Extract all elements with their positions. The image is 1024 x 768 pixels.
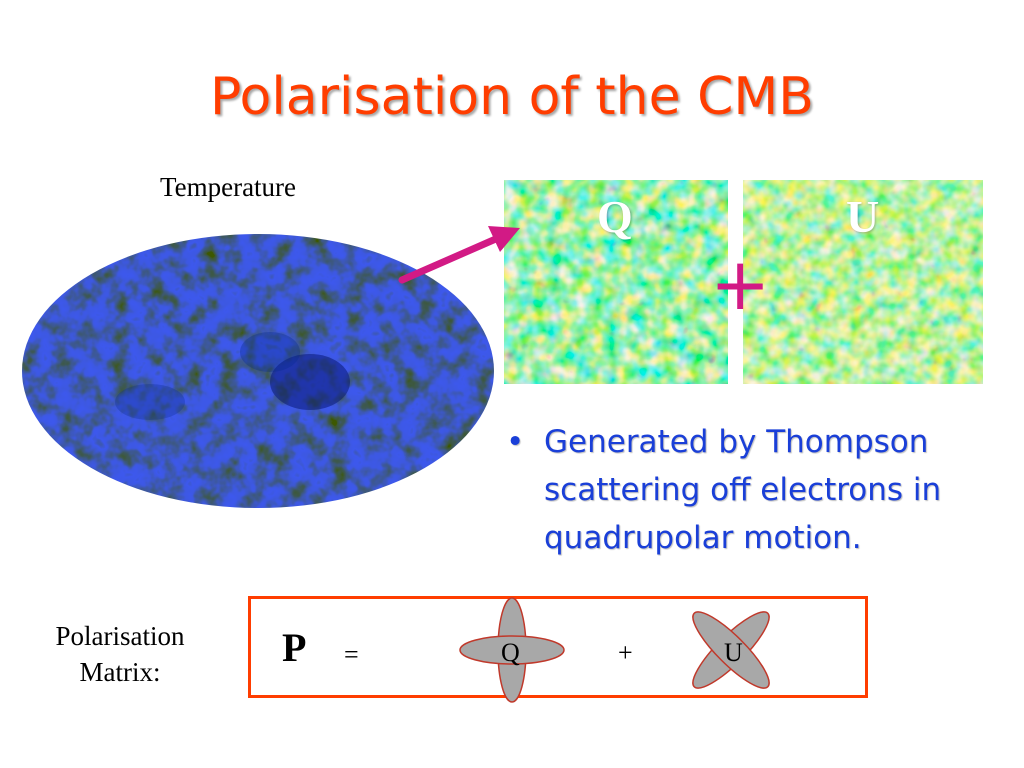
polarisation-matrix-label: Polarisation Matrix: [20, 618, 220, 690]
matrix-plus: + [618, 638, 633, 667]
matrix-equals: = [344, 640, 359, 669]
matrix-label-line1: Polarisation [55, 621, 185, 651]
matrix-q-label: Q [501, 638, 520, 667]
u-patch-label: U [846, 191, 880, 242]
slide-title: Polarisation of the CMB [210, 67, 814, 127]
bullet-marker: • [506, 424, 525, 460]
q-patch-label: Q [597, 191, 633, 242]
q-polarisation-patch [504, 180, 728, 384]
bullet-text: Generated by Thompson scattering off ele… [544, 424, 942, 556]
matrix-label-line2: Matrix: [79, 657, 161, 687]
bullet-point: • Generated by Thompson scattering off e… [506, 418, 1006, 562]
cmb-temperature-map [22, 234, 494, 508]
plus-sign: + [710, 242, 771, 326]
u-polarisation-patch [743, 180, 983, 384]
matrix-p-symbol: P [282, 625, 307, 670]
matrix-u-label: U [724, 638, 743, 667]
temperature-label: Temperature [160, 172, 297, 202]
polarisation-matrix-box [248, 596, 868, 698]
